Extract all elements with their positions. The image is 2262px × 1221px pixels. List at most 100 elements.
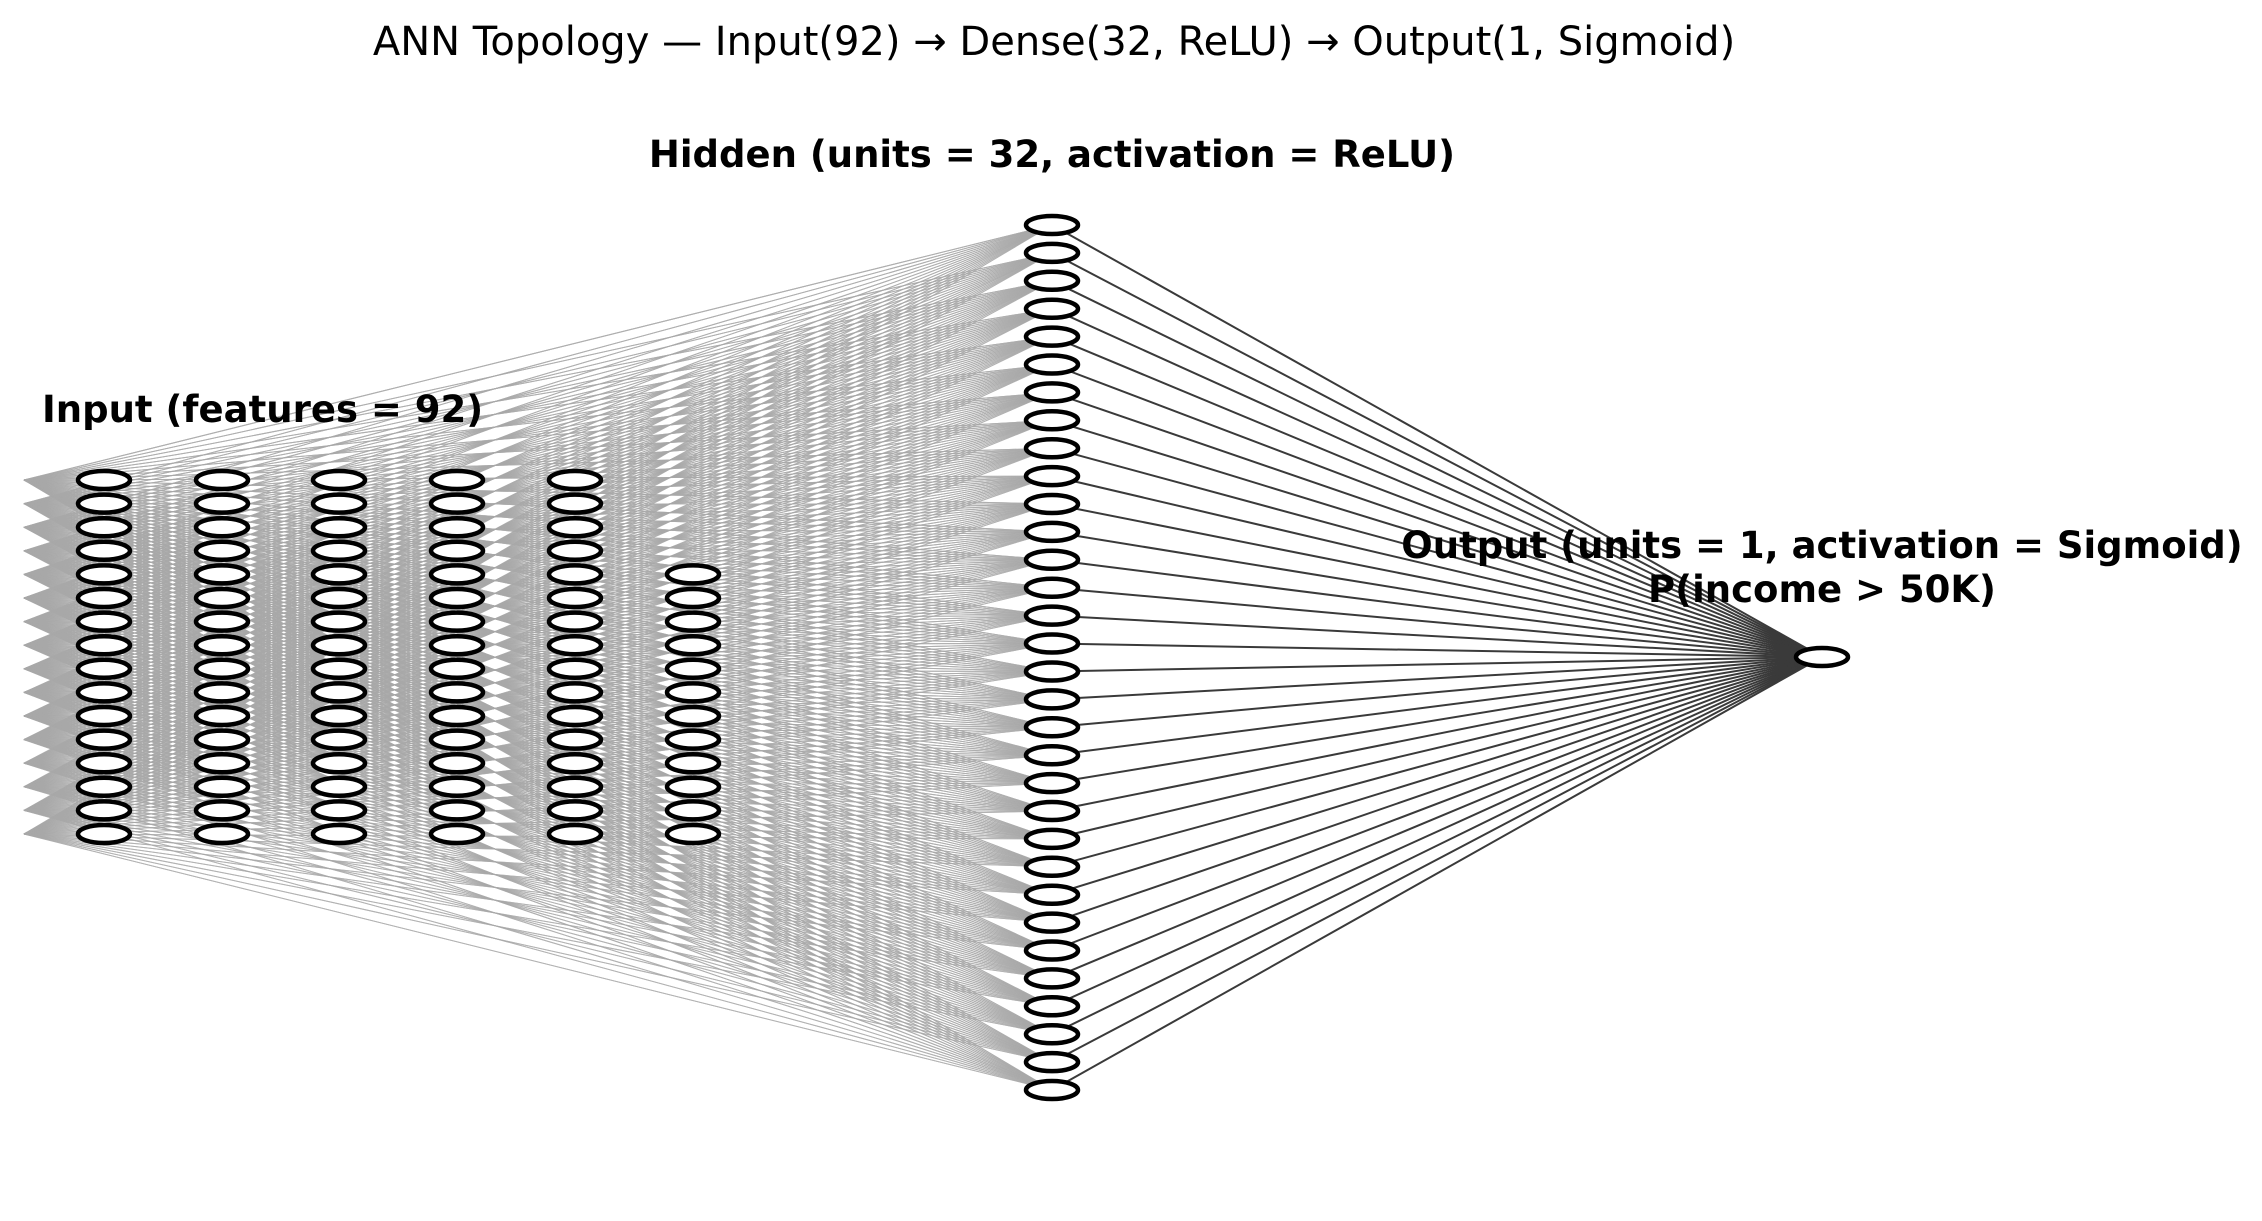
input-hidden-edge	[23, 503, 1053, 700]
hidden-output-edge	[1051, 656, 1823, 980]
input-hidden-edge	[23, 668, 1053, 924]
input-hidden-edge	[23, 786, 1053, 868]
input-hidden-edge	[23, 644, 1053, 756]
input-hidden-edge	[23, 786, 1053, 840]
input-hidden-edge	[23, 597, 1053, 700]
input-hidden-edge	[23, 597, 1053, 924]
input-hidden-edge	[23, 550, 1053, 924]
input-hidden-edge	[23, 621, 1053, 951]
input-hidden-edge	[23, 739, 1053, 1091]
input-hidden-edge	[23, 550, 1053, 951]
input-hidden-edge	[23, 550, 1053, 1091]
input-hidden-edge	[23, 587, 1053, 788]
input-hidden-edge	[23, 698, 1053, 788]
input-hidden-edge	[23, 691, 1053, 924]
input-hidden-edge	[23, 587, 1053, 670]
input-hidden-edge	[23, 475, 1053, 693]
input-hidden-edge	[23, 698, 1053, 811]
input-hidden-edge	[23, 691, 1053, 951]
input-hidden-edge	[23, 364, 1053, 575]
input-hidden-edge	[23, 503, 1053, 896]
input-hidden-edge	[23, 726, 1053, 811]
input-hidden-edge	[23, 308, 1053, 646]
input-node	[310, 492, 368, 515]
input-hidden-edge	[23, 308, 1053, 646]
input-hidden-edge	[23, 364, 1053, 741]
hidden-node	[1023, 409, 1081, 432]
input-hidden-edge	[23, 391, 1053, 623]
input-hidden-edge	[23, 597, 1053, 700]
input-node	[310, 633, 368, 657]
input-hidden-edge	[23, 809, 1053, 868]
input-hidden-edge	[23, 308, 1053, 552]
input-hidden-edge	[23, 526, 1053, 896]
input-hidden-edge	[23, 698, 1053, 764]
input-hidden-edge	[23, 559, 1053, 764]
input-hidden-edge	[23, 336, 1053, 528]
input-hidden-edge	[23, 597, 1053, 672]
diagram-title: ANN Topology — Input(92) → Dense(32, ReL…	[373, 19, 1735, 65]
input-hidden-edge	[23, 224, 1053, 764]
input-hidden-edge	[23, 475, 1053, 811]
input-hidden-edge	[23, 308, 1053, 670]
input-hidden-edge	[23, 503, 1053, 840]
input-hidden-edge	[23, 479, 1053, 1007]
input-hidden-edge	[23, 550, 1053, 896]
input-hidden-edge	[23, 280, 1053, 741]
input-hidden-edge	[23, 419, 1053, 646]
input-hidden-edge	[23, 475, 1053, 693]
input-hidden-edge	[23, 479, 1053, 533]
input-hidden-edge	[23, 280, 1053, 505]
hidden-output-edge	[1051, 475, 1823, 658]
input-hidden-edge	[23, 531, 1053, 717]
input-hidden-edge	[23, 621, 1053, 868]
input-hidden-edge	[23, 739, 1053, 951]
input-hidden-edge	[23, 559, 1053, 646]
input-hidden-edge	[23, 643, 1053, 835]
hidden-node	[1023, 269, 1081, 293]
input-hidden-edge	[23, 447, 1053, 764]
input-hidden-edge	[23, 573, 1053, 672]
input-hidden-edge	[23, 503, 1053, 617]
input-hidden-edge	[23, 615, 1053, 693]
input-hidden-edge	[23, 526, 1053, 644]
input-hidden-edge	[23, 559, 1053, 764]
input-hidden-edge	[23, 754, 1053, 811]
input-node	[75, 751, 133, 775]
input-hidden-edge	[23, 503, 1053, 896]
input-hidden-edge	[23, 671, 1053, 788]
input-hidden-edge	[23, 597, 1053, 840]
hidden-node	[1023, 855, 1081, 879]
input-hidden-edge	[23, 308, 1053, 623]
input-hidden-edge	[23, 336, 1053, 575]
input-hidden-edge	[23, 597, 1053, 784]
input-hidden-edge	[23, 726, 1053, 788]
input-hidden-edge	[23, 573, 1053, 951]
input-hidden-edge	[23, 573, 1053, 924]
input-hidden-edge	[23, 531, 1053, 764]
input-hidden-edge	[23, 224, 1053, 835]
input-hidden-edge	[23, 691, 1053, 756]
input-hidden-edge	[23, 644, 1053, 700]
input-hidden-edge	[23, 668, 1053, 700]
input-hidden-edge	[23, 224, 1053, 693]
input-hidden-edge	[23, 224, 1053, 764]
input-hidden-edge	[23, 503, 1053, 589]
input-hidden-edge	[23, 615, 1053, 788]
input-hidden-edge	[23, 671, 1053, 741]
input-hidden-edge	[23, 715, 1053, 756]
input-hidden-edge	[23, 336, 1053, 505]
input-hidden-edge	[23, 762, 1053, 840]
input-hidden-edge	[23, 503, 1053, 756]
input-hidden-edge	[23, 419, 1053, 811]
input-hidden-edge	[23, 573, 1053, 1063]
input-hidden-edge	[23, 550, 1053, 644]
input-hidden-edge	[23, 224, 1053, 835]
input-hidden-edge	[23, 739, 1053, 924]
input-hidden-edge	[23, 280, 1053, 481]
input-hidden-edge	[23, 475, 1053, 670]
input-hidden-edge	[23, 531, 1053, 646]
input-hidden-edge	[23, 691, 1053, 868]
input-hidden-edge	[23, 644, 1053, 728]
input-hidden-edge	[23, 391, 1053, 575]
